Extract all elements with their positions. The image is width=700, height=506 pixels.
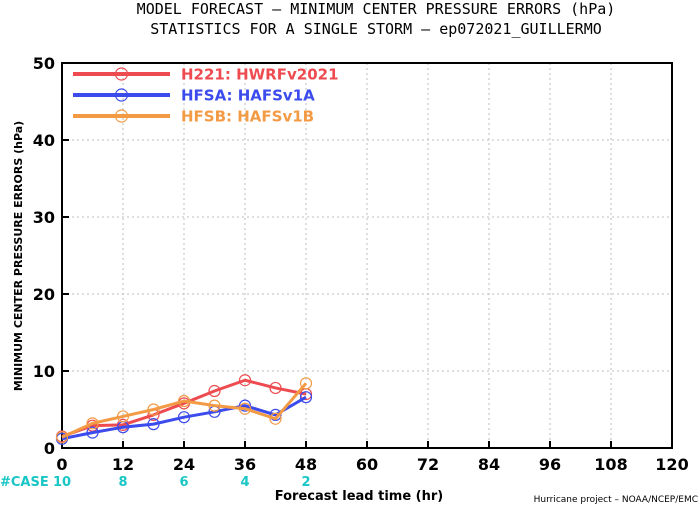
grid [62,63,672,448]
data-point [177,411,191,424]
data-point [86,417,99,430]
legend-swatch-marker [114,88,129,102]
data-point [269,412,282,425]
y-tick-label: 30 [33,208,55,227]
case-row-label: #CASE [0,475,49,490]
y-tick-label: 40 [33,131,55,150]
data-point [208,399,221,412]
data-point [238,374,252,387]
series-line [61,395,307,441]
data-point [147,403,160,416]
x-tick-label: 0 [56,455,67,474]
x-tick-label: 108 [594,455,627,474]
data-point [177,394,191,408]
legend-label: HFSA: HAFSv1A [181,87,315,105]
data-point [299,391,313,404]
x-tick-label: 120 [655,455,688,474]
legend-label: HFSB: HAFSv1B [181,108,314,126]
series-line [61,378,307,438]
series-lines [55,374,313,445]
case-count: 4 [240,475,249,490]
data-point [269,408,282,421]
case-count: 2 [301,475,310,490]
y-tick-label: 0 [44,439,55,458]
x-tick-label: 84 [478,455,500,474]
x-tick-label: 12 [112,455,134,474]
data-point [269,381,282,395]
x-axis-label: Forecast lead time (hr) [275,489,443,504]
credit-text: Hurricane project – NOAA/NCEP/EMC [534,495,698,505]
data-point [238,402,252,415]
case-counts: #CASE 10 8 6 4 2 [0,475,311,490]
y-tick-label: 20 [33,285,55,304]
x-tick-label: 72 [417,455,439,474]
data-point [208,384,221,398]
x-tick-label: 48 [295,455,317,474]
data-point [238,399,252,412]
legend-swatch-marker [114,109,129,123]
case-count: 6 [179,475,188,490]
data-point [116,410,130,423]
y-axis-label: MINIMUM CENTER PRESSURE ERRORS (hPa) [12,121,25,391]
plot-frame [61,62,673,449]
legend-swatch-marker [114,67,129,81]
x-tick-label: 60 [356,455,378,474]
y-tick-label: 10 [33,362,55,381]
data-point [55,431,69,444]
series-line [61,382,308,439]
x-tick-label: 96 [539,455,561,474]
data-point [86,426,99,439]
legend: H221: HWRFv2021 HFSA: HAFSv1A HFSB: HAFSv1… [73,66,339,126]
x-tick-label: 24 [173,455,195,474]
chart-title-line2: STATISTICS FOR A SINGLE STORM – ep072021… [150,20,602,38]
axis-ticks: 0 12 24 36 48 60 72 84 96 108 120 0 10 20 30 40 50 [33,54,689,474]
case-count: 10 [53,475,71,490]
data-point [299,377,313,390]
chart-title-line1: MODEL FORECAST – MINIMUM CENTER PRESSURE… [137,0,616,18]
y-tick-label: 50 [33,54,55,73]
data-point [147,418,160,431]
legend-label: H221: HWRFv2021 [181,66,339,84]
x-tick-label: 36 [234,455,256,474]
case-count: 8 [118,475,127,490]
